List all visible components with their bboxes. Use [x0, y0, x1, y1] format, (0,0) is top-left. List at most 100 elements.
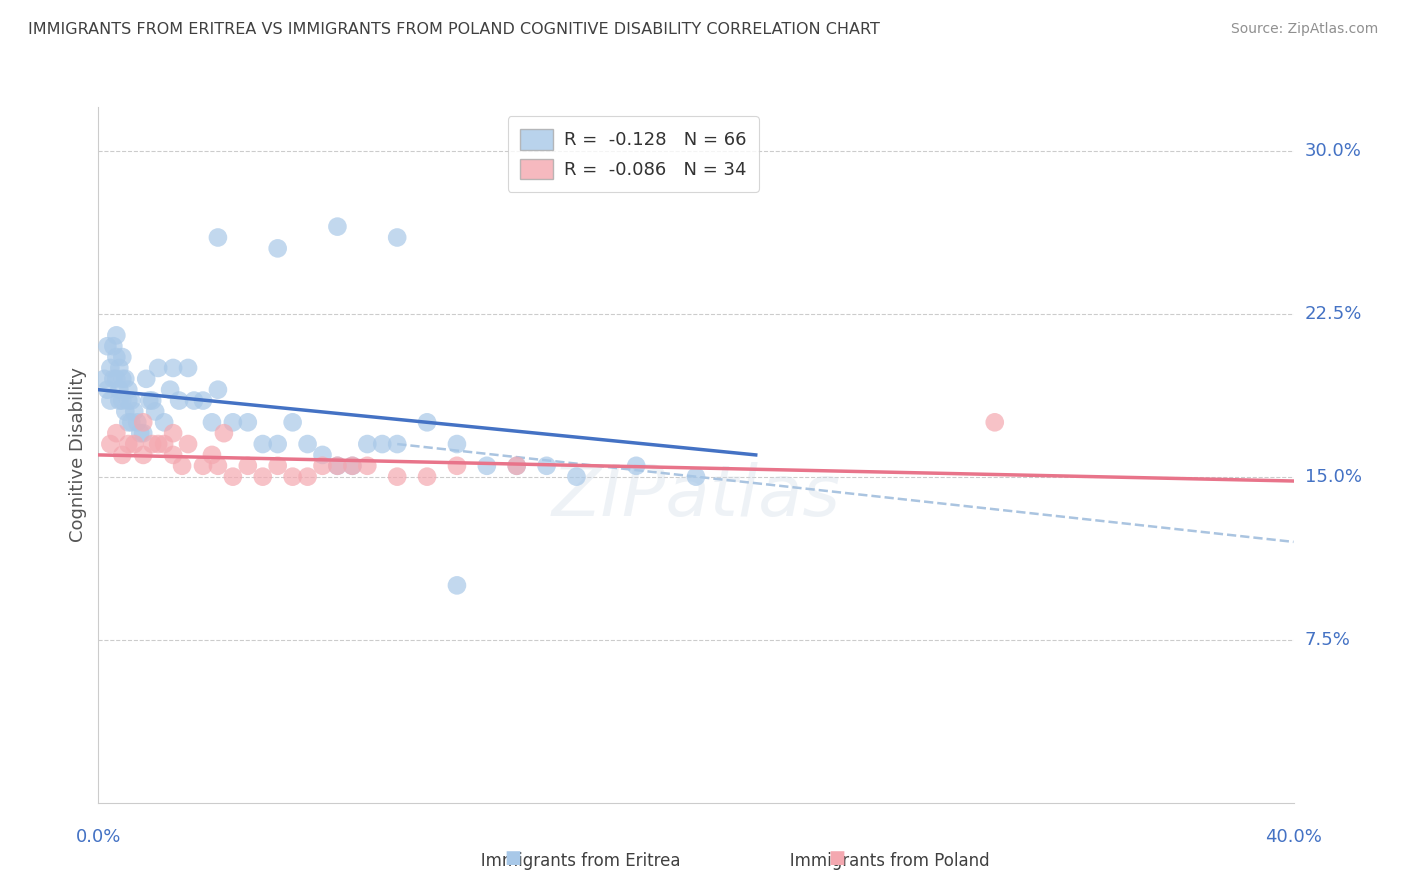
- Point: [117, 393, 139, 408]
- Point: [983, 415, 1005, 429]
- Point: [326, 458, 349, 473]
- Point: [167, 393, 190, 408]
- Point: [342, 458, 364, 473]
- Point: [297, 437, 319, 451]
- Point: [153, 415, 176, 429]
- Point: [342, 458, 364, 473]
- Text: Immigrants from Poland: Immigrants from Poland: [754, 852, 990, 870]
- Point: [385, 437, 409, 451]
- Point: [281, 415, 304, 429]
- Point: [162, 360, 184, 375]
- Point: [385, 230, 409, 244]
- Point: [111, 393, 134, 408]
- Point: [117, 415, 139, 429]
- Point: [267, 437, 290, 451]
- Point: [98, 393, 122, 408]
- Point: [267, 458, 290, 473]
- Point: [143, 404, 166, 418]
- Point: [281, 469, 304, 483]
- Point: [191, 393, 214, 408]
- Point: [138, 393, 160, 408]
- Text: ■: ■: [505, 849, 522, 867]
- Point: [111, 350, 134, 364]
- Point: [117, 437, 139, 451]
- Point: [96, 383, 118, 397]
- Point: [105, 350, 128, 364]
- Point: [98, 437, 122, 451]
- Point: [148, 360, 170, 375]
- Point: [162, 448, 184, 462]
- Point: [162, 426, 184, 441]
- Point: [105, 426, 128, 441]
- Text: ZIPatlas: ZIPatlas: [551, 462, 841, 531]
- Point: [311, 458, 333, 473]
- Point: [127, 415, 149, 429]
- Text: IMMIGRANTS FROM ERITREA VS IMMIGRANTS FROM POLAND COGNITIVE DISABILITY CORRELATI: IMMIGRANTS FROM ERITREA VS IMMIGRANTS FR…: [28, 22, 880, 37]
- Point: [252, 437, 274, 451]
- Point: [201, 448, 224, 462]
- Point: [93, 372, 115, 386]
- Text: 0.0%: 0.0%: [76, 828, 121, 846]
- Point: [207, 230, 229, 244]
- Point: [108, 393, 131, 408]
- Point: [114, 372, 136, 386]
- Point: [624, 458, 647, 473]
- Point: [108, 383, 131, 397]
- Point: [177, 437, 200, 451]
- Point: [111, 372, 134, 386]
- Point: [311, 448, 333, 462]
- Point: [141, 437, 163, 451]
- Point: [172, 458, 194, 473]
- Text: ■: ■: [828, 849, 845, 867]
- Point: [159, 383, 181, 397]
- Legend: R =  -0.128   N = 66, R =  -0.086   N = 34: R = -0.128 N = 66, R = -0.086 N = 34: [508, 116, 759, 192]
- Point: [183, 393, 205, 408]
- Point: [98, 360, 122, 375]
- Text: Source: ZipAtlas.com: Source: ZipAtlas.com: [1230, 22, 1378, 37]
- Y-axis label: Cognitive Disability: Cognitive Disability: [69, 368, 87, 542]
- Text: 7.5%: 7.5%: [1305, 631, 1351, 648]
- Point: [105, 328, 128, 343]
- Point: [356, 458, 378, 473]
- Point: [124, 437, 146, 451]
- Point: [114, 404, 136, 418]
- Point: [124, 404, 146, 418]
- Point: [446, 458, 468, 473]
- Point: [120, 393, 142, 408]
- Point: [326, 219, 349, 234]
- Point: [111, 448, 134, 462]
- Point: [207, 383, 229, 397]
- Point: [356, 437, 378, 451]
- Point: [565, 469, 588, 483]
- Point: [536, 458, 558, 473]
- Point: [267, 241, 290, 255]
- Point: [120, 415, 142, 429]
- Point: [236, 458, 259, 473]
- Point: [506, 458, 529, 473]
- Text: 22.5%: 22.5%: [1305, 304, 1362, 323]
- Point: [191, 458, 214, 473]
- Point: [103, 372, 125, 386]
- Text: 30.0%: 30.0%: [1305, 142, 1361, 160]
- Point: [132, 426, 155, 441]
- Point: [212, 426, 235, 441]
- Point: [446, 578, 468, 592]
- Text: Immigrants from Eritrea: Immigrants from Eritrea: [444, 852, 681, 870]
- Point: [297, 469, 319, 483]
- Point: [222, 415, 245, 429]
- Point: [207, 458, 229, 473]
- Point: [371, 437, 394, 451]
- Text: 15.0%: 15.0%: [1305, 467, 1361, 485]
- Point: [416, 415, 439, 429]
- Text: 40.0%: 40.0%: [1265, 828, 1322, 846]
- Point: [385, 469, 409, 483]
- Point: [129, 426, 152, 441]
- Point: [132, 415, 155, 429]
- Point: [222, 469, 245, 483]
- Point: [135, 372, 157, 386]
- Point: [141, 393, 163, 408]
- Point: [132, 448, 155, 462]
- Point: [475, 458, 498, 473]
- Point: [446, 437, 468, 451]
- Point: [326, 458, 349, 473]
